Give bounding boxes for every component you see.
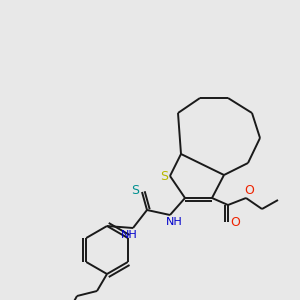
Text: S: S	[160, 170, 168, 184]
Text: O: O	[244, 184, 254, 197]
Text: S: S	[131, 184, 139, 196]
Text: O: O	[230, 217, 240, 230]
Text: NH: NH	[166, 217, 182, 227]
Text: NH: NH	[121, 230, 137, 240]
